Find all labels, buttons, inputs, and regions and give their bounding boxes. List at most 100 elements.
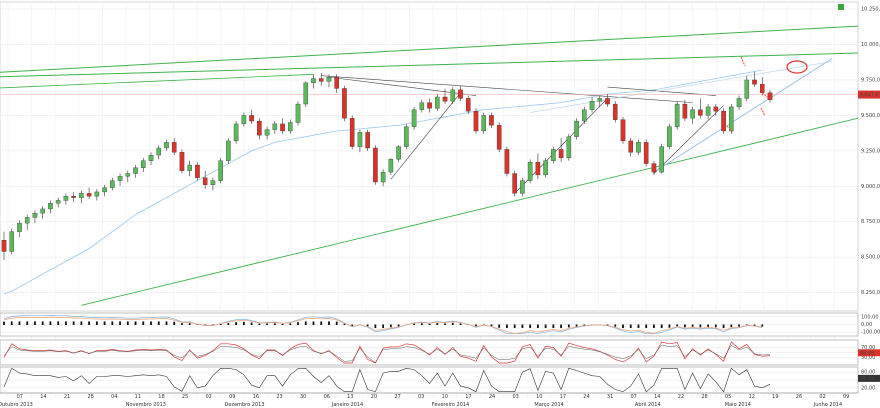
moving-average-line [3,69,763,295]
histogram-bar [714,324,717,328]
candle-body [79,193,84,198]
x-month-label: Janeiro 2014 [331,402,364,408]
x-month-label: Novembro 2013 [126,402,166,408]
current-price-label: 9.647,67 [860,92,880,98]
candle [79,190,84,204]
x-day-label: 22 [678,394,684,400]
candle [512,170,517,197]
candle [643,139,649,167]
candle-body [520,180,525,194]
histogram-bar [467,324,470,325]
histogram-bar [57,321,60,325]
candle [102,184,107,197]
histogram-bar [614,324,617,327]
histogram-bar [738,324,740,327]
candle-body [435,96,440,109]
candle-body [659,146,664,173]
candle [767,89,773,103]
candle-body [582,109,587,122]
histogram-bar [196,324,199,325]
histogram-bar [34,321,36,325]
x-day-label: 18 [158,394,164,400]
x-day-label: 03 [512,394,518,400]
candle [458,85,463,102]
candle [527,159,533,184]
candle-body [357,132,363,147]
histogram-bar [575,324,578,327]
pencil-icon [838,4,844,10]
candle-body [288,122,293,132]
candle [164,139,169,151]
candle-body [698,109,703,116]
histogram-bar [475,324,477,327]
histogram-bar [707,324,710,327]
candle-body [48,203,53,210]
candle [620,116,626,144]
x-month-label: Junho 2014 [813,402,842,408]
x-day-label: 24 [583,394,589,400]
histogram-bar [722,324,725,329]
candle [249,109,254,124]
lower-channel-line [81,117,859,306]
indicator-y-tick-label: 0,00 [861,322,872,328]
candle-body [117,176,123,181]
candle-body [32,213,38,218]
candle [110,177,115,191]
candle-body [636,142,641,153]
rsi-value-tag [858,349,880,357]
candle-body [218,160,223,181]
candle [148,152,154,166]
candle [705,104,711,120]
candle [94,189,100,201]
candle-body [249,115,254,122]
candle [187,160,192,177]
candle-body [187,164,192,171]
candle-body [311,78,316,83]
candle-body [597,98,603,102]
candle-body [411,109,417,127]
histogram-bar [583,324,586,326]
candle [651,160,657,175]
histogram-bar [173,321,176,325]
candle-body [628,140,634,153]
candle-body [140,160,146,168]
candle-body [94,191,100,197]
x-day-label: 17 [560,394,566,400]
histogram-bar [498,324,501,328]
candle [721,108,726,134]
histogram-bar [753,324,756,326]
x-day-label: 31 [607,394,613,400]
candle [156,145,162,160]
candle [442,88,448,105]
candle [179,149,185,174]
histogram-bar [761,324,764,327]
x-day-label: 14 [654,394,660,400]
candle [349,115,355,150]
histogram-bar [506,324,508,329]
rsi-line [3,341,771,364]
histogram-bar [49,321,52,325]
histogram-bar [397,324,400,327]
x-day-label: 23 [276,394,282,400]
histogram-bar [629,324,632,329]
candle [71,191,76,202]
candle-body [380,171,386,183]
x-day-label: 28 [87,394,93,400]
histogram-bar [428,323,431,325]
candle [202,170,208,190]
histogram-bar [328,321,330,325]
histogram-bar [567,324,570,328]
main-y-tick-label: 9.000,00 [861,184,880,190]
candle [752,71,757,88]
x-day-label: 21 [64,394,70,400]
histogram-bar [552,324,555,329]
candle [318,72,324,86]
histogram-bar [281,323,284,325]
indicator-y-tick-label: 20,00 [861,385,875,391]
pattern-line [321,75,693,103]
candle [551,146,556,164]
histogram-bar [436,323,439,325]
candle [357,129,363,153]
candle [334,74,339,93]
